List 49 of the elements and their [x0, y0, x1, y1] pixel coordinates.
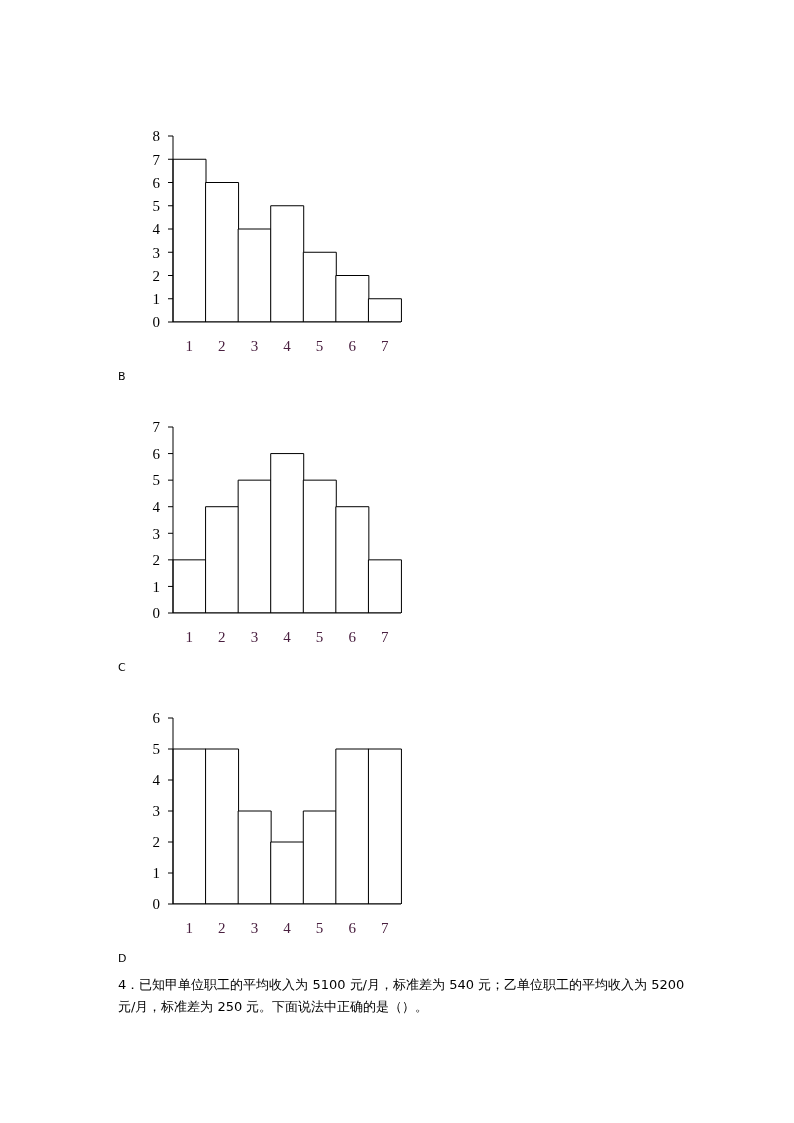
- x-tick-label: 7: [380, 337, 389, 354]
- y-tick-label: 3: [152, 803, 160, 820]
- y-tick-label: 8: [152, 128, 160, 145]
- y-tick-label: 0: [152, 896, 160, 913]
- y-tick-label: 2: [152, 552, 160, 569]
- y-tick-label: 2: [152, 267, 160, 284]
- y-tick-label: 5: [152, 472, 160, 489]
- x-tick-label: 5: [315, 628, 324, 645]
- x-tick-label: 2: [218, 337, 226, 354]
- y-tick-label: 6: [152, 445, 161, 462]
- text: C: [118, 660, 127, 676]
- x-tick-label: 1: [185, 337, 194, 354]
- y-tick-label: 1: [152, 291, 160, 308]
- text: D: [118, 951, 128, 967]
- y-tick-label: 1: [152, 865, 160, 882]
- x-tick-label: 4: [283, 337, 292, 354]
- x-tick-label: 5: [315, 337, 324, 354]
- y-tick-label: 7: [152, 419, 161, 436]
- y-tick-label: 6: [152, 174, 161, 191]
- x-tick-label: 5: [315, 919, 324, 936]
- x-tick-label: 3: [250, 337, 259, 354]
- x-tick-label: 7: [380, 919, 389, 936]
- y-tick-label: 4: [152, 772, 161, 789]
- x-tick-label: 6: [348, 337, 357, 354]
- x-tick-label: 2: [218, 919, 226, 936]
- y-tick-label: 5: [152, 198, 160, 215]
- y-tick-label: 4: [152, 499, 161, 516]
- y-tick-label: 0: [152, 314, 160, 331]
- y-tick-label: 3: [152, 244, 160, 261]
- x-tick-label: 3: [250, 628, 259, 645]
- y-tick-label: 6: [152, 710, 161, 727]
- x-tick-label: 6: [348, 919, 357, 936]
- y-tick-label: 4: [152, 221, 161, 238]
- y-tick-label: 5: [152, 741, 160, 758]
- x-tick-label: 1: [185, 919, 194, 936]
- x-tick-label: 7: [380, 628, 389, 645]
- text: 4．已知甲单位职工的平均收入为 5100 元/月，标准差为 540 元；乙单位职工的平均收入为 5200 元/月，标准差为 250 元。下面说法中正确的是（）。: [118, 976, 686, 1016]
- x-tick-label: 3: [250, 919, 259, 936]
- y-tick-label: 0: [152, 605, 160, 622]
- y-tick-label: 7: [152, 151, 161, 168]
- x-tick-label: 2: [218, 628, 226, 645]
- x-tick-label: 4: [283, 628, 292, 645]
- x-tick-label: 4: [283, 919, 292, 936]
- x-tick-label: 6: [348, 628, 357, 645]
- x-tick-label: 1: [185, 628, 194, 645]
- y-tick-label: 2: [152, 834, 160, 851]
- text: B: [118, 369, 127, 385]
- y-tick-label: 3: [152, 525, 160, 542]
- y-tick-label: 1: [152, 578, 160, 595]
